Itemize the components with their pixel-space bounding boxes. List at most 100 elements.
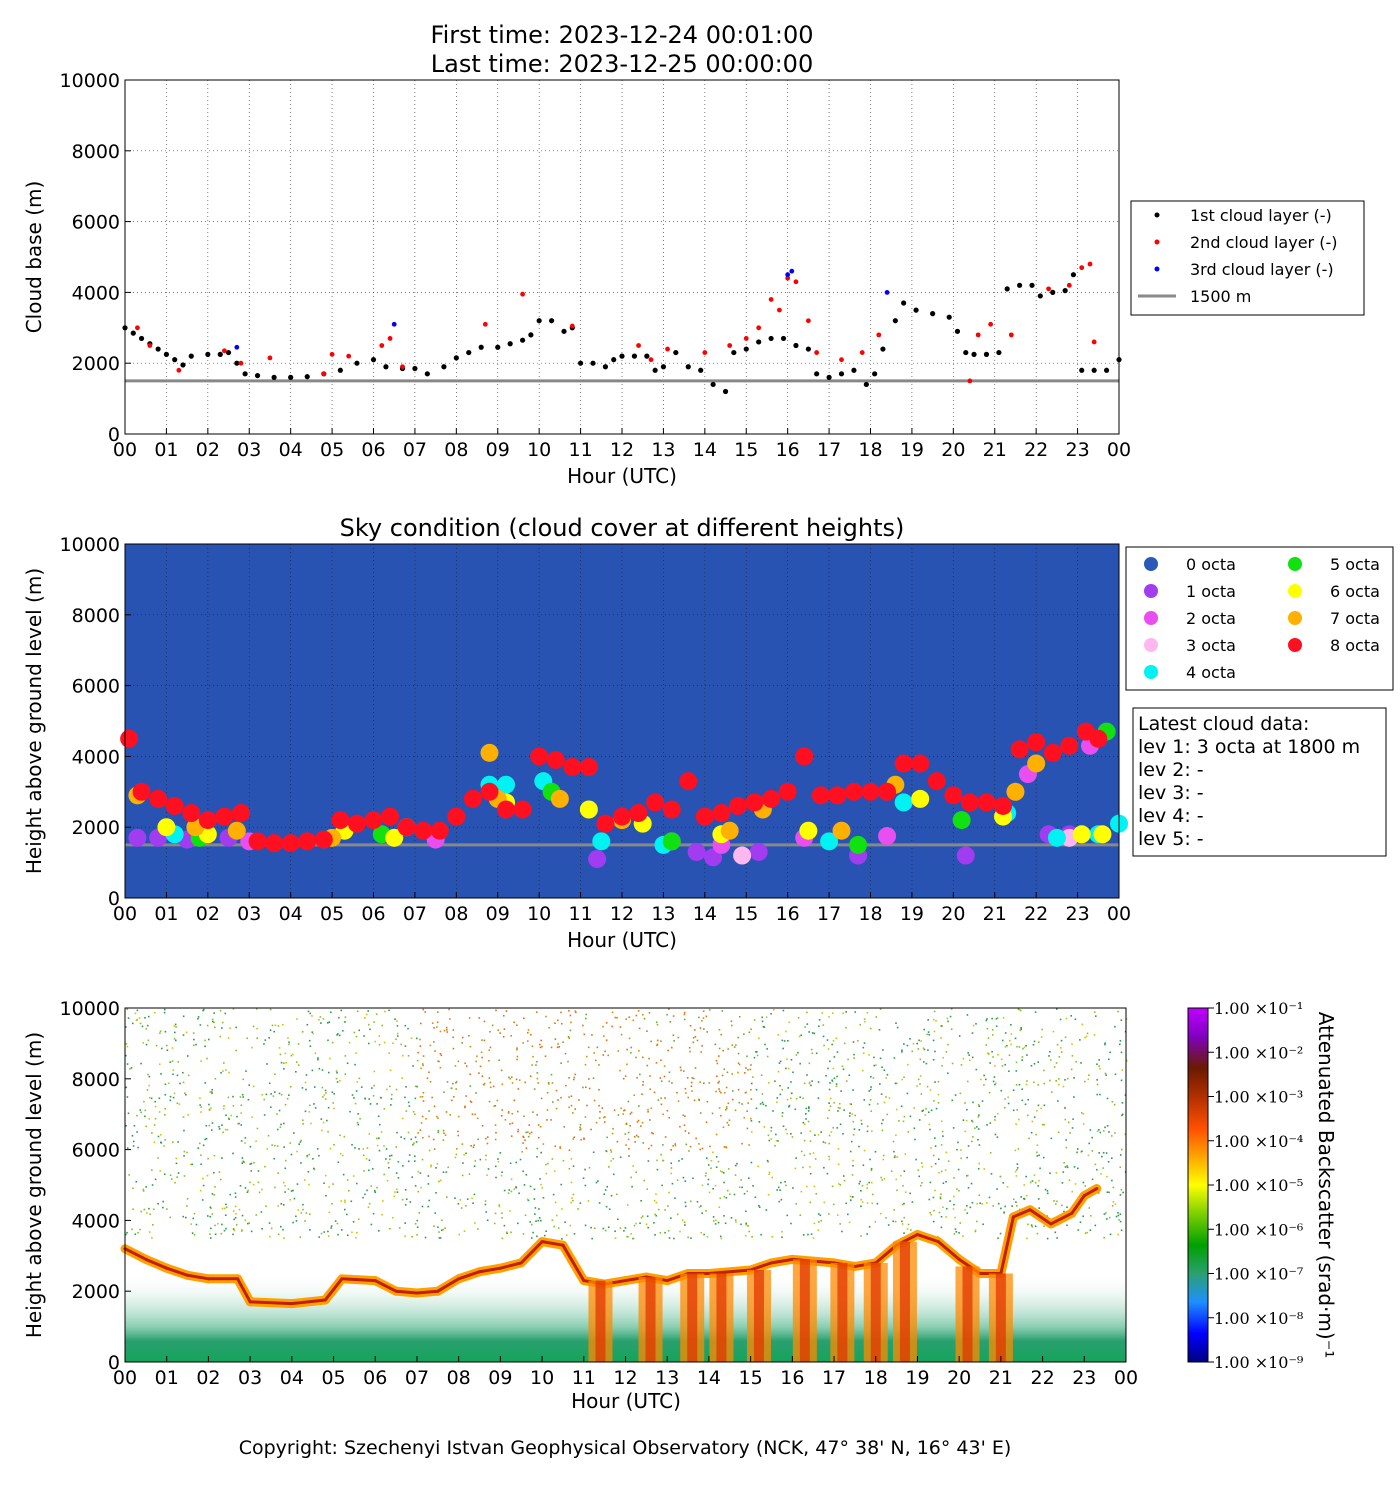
cloud-base-point-layer2 <box>814 350 820 355</box>
cloud-base-point-layer1 <box>478 344 484 350</box>
cloud-trace-core <box>290 1298 327 1306</box>
cloud-base-point-layer1 <box>163 351 170 357</box>
octa-8-point <box>646 793 665 812</box>
backscatter-panel: 00 01 02 03 04 05 06 07 08 09 10 11 12 13 14 15 16 17 18 19… <box>22 998 1338 1413</box>
cloud-trace-core <box>436 1277 461 1293</box>
cloud-base-point-layer1 <box>611 357 617 363</box>
octa-legend-marker <box>1288 638 1302 652</box>
x-tick-label: 14 <box>697 1367 721 1389</box>
cloud-base-point-layer2 <box>400 364 405 370</box>
sky-condition-points <box>120 722 1128 869</box>
octa-8-point <box>695 807 714 826</box>
cloud-base-y-label: Cloud base (m) <box>22 181 46 334</box>
octa-8-point <box>811 786 830 805</box>
y-tick-label: 2000 <box>72 817 120 839</box>
y-tick-label: 8000 <box>72 1069 120 1091</box>
x-tick-label: 08 <box>447 1367 471 1389</box>
colorbar <box>1187 1007 1209 1363</box>
octa-5-point <box>849 835 868 854</box>
octa-8-point <box>613 807 631 826</box>
cloud-base-point-layer1 <box>383 364 389 370</box>
precipitation-column-core <box>995 1273 1006 1362</box>
cloud-base-point-layer1 <box>155 346 161 352</box>
cloud-base-point-layer1 <box>507 341 513 347</box>
cloud-base-grid <box>125 80 1119 434</box>
x-tick-label: 08 <box>444 439 468 461</box>
cloud-trace-core <box>561 1243 586 1283</box>
x-tick-label: 03 <box>238 1367 262 1389</box>
colorbar-tick-label: 1.00 ×10⁻² <box>1214 1043 1303 1062</box>
cloud-trace-core <box>323 1277 344 1302</box>
octa-8-point <box>397 818 416 837</box>
octa-legend-marker <box>1144 557 1158 571</box>
cloud-trace-core <box>749 1261 773 1272</box>
latest-cloud-lev5: lev 5: - <box>1138 828 1204 850</box>
cloud-trace-core <box>1028 1208 1053 1226</box>
octa-legend-marker <box>1288 611 1302 625</box>
y-tick-label: 4000 <box>72 282 120 304</box>
octa-8-point <box>927 772 946 791</box>
cloud-base-point-layer1 <box>180 362 186 368</box>
x-tick-label: 10 <box>530 1367 554 1389</box>
octa-8-point <box>728 796 747 815</box>
y-tick-label: 10000 <box>60 998 120 1020</box>
cloud-trace-core <box>415 1289 440 1295</box>
cloud-base-legend: 1st cloud layer (-) 2nd cloud layer (-) … <box>1130 200 1365 316</box>
legend-marker-layer1 <box>1154 212 1160 218</box>
cloud-base-point-layer1 <box>805 346 811 352</box>
octa-8-point <box>712 804 731 823</box>
octa-4-point <box>1047 828 1066 847</box>
octa-8-point <box>596 814 615 833</box>
octa-8-point <box>828 786 847 805</box>
cloud-base-point-layer2 <box>482 321 488 327</box>
octa-4-point <box>497 775 516 794</box>
x-tick-label: 12 <box>613 1367 637 1389</box>
octa-8-point <box>1089 729 1108 748</box>
cloud-base-point-layer2 <box>785 275 791 281</box>
legend-label-layer2: 2nd cloud layer (-) <box>1190 233 1337 252</box>
x-tick-label: 04 <box>279 439 303 461</box>
cloud-base-point-layer1 <box>304 374 310 380</box>
x-tick-label: 20 <box>941 439 965 461</box>
octa-legend-label: 6 octa <box>1330 582 1380 601</box>
cloud-trace-core <box>1011 1208 1032 1219</box>
x-tick-label: 23 <box>1065 439 1089 461</box>
x-tick-label: 06 <box>361 903 385 925</box>
precipitation-column-core <box>687 1273 698 1362</box>
colorbar-tick-label: 1.00 ×10⁻³ <box>1214 1088 1303 1107</box>
cloud-base-point-layer1 <box>996 349 1002 356</box>
cloud-base-point-layer1 <box>731 349 737 356</box>
x-tick-label: 09 <box>486 903 510 925</box>
latest-cloud-box-frame <box>1132 707 1387 857</box>
cloud-base-point-layer1 <box>602 364 609 370</box>
x-tick-label: 16 <box>776 903 800 925</box>
x-tick-label: 00 <box>113 903 137 925</box>
octa-8-point <box>364 811 383 830</box>
colorbar-label: Attenuated Backscatter (srad·m)⁻¹ <box>1314 1012 1338 1359</box>
octa-6-point <box>911 789 930 808</box>
x-tick-label: 19 <box>900 439 924 461</box>
octa-7-point <box>1027 754 1046 773</box>
y-tick-label: 0 <box>108 1352 120 1374</box>
x-tick-label: 05 <box>320 439 344 461</box>
copyright-footer: Copyright: Szechenyi Istvan Geophysical … <box>238 1437 1012 1459</box>
cloud-base-point-layer1 <box>590 360 596 366</box>
cloud-trace-core <box>394 1289 419 1295</box>
cloud-base-point-layer1 <box>441 364 447 370</box>
x-tick-label: 03 <box>237 903 261 925</box>
cloud-trace-core <box>457 1270 482 1281</box>
octa-legend-marker <box>1144 638 1158 652</box>
cloud-base-point-layer1 <box>548 318 555 324</box>
cloud-base-point-layer1 <box>913 307 919 313</box>
cloud-base-panel: 00 01 02 03 04 05 06 07 08 09 10 11 12 13 14 15 16 17 18 19… <box>22 70 1365 488</box>
octa-8-point <box>447 807 466 826</box>
sky-condition-x-label: Hour (UTC) <box>567 928 677 952</box>
octa-8-point <box>960 793 979 812</box>
sky-condition-y-ticks: 0 2000 4000 6000 8000 10000 <box>60 534 131 910</box>
cloud-trace-core <box>707 1268 753 1275</box>
octa-2-point <box>878 827 897 846</box>
octa-legend-marker <box>1288 584 1302 598</box>
octa-8-point <box>430 821 449 840</box>
octa-8-point <box>662 800 681 819</box>
